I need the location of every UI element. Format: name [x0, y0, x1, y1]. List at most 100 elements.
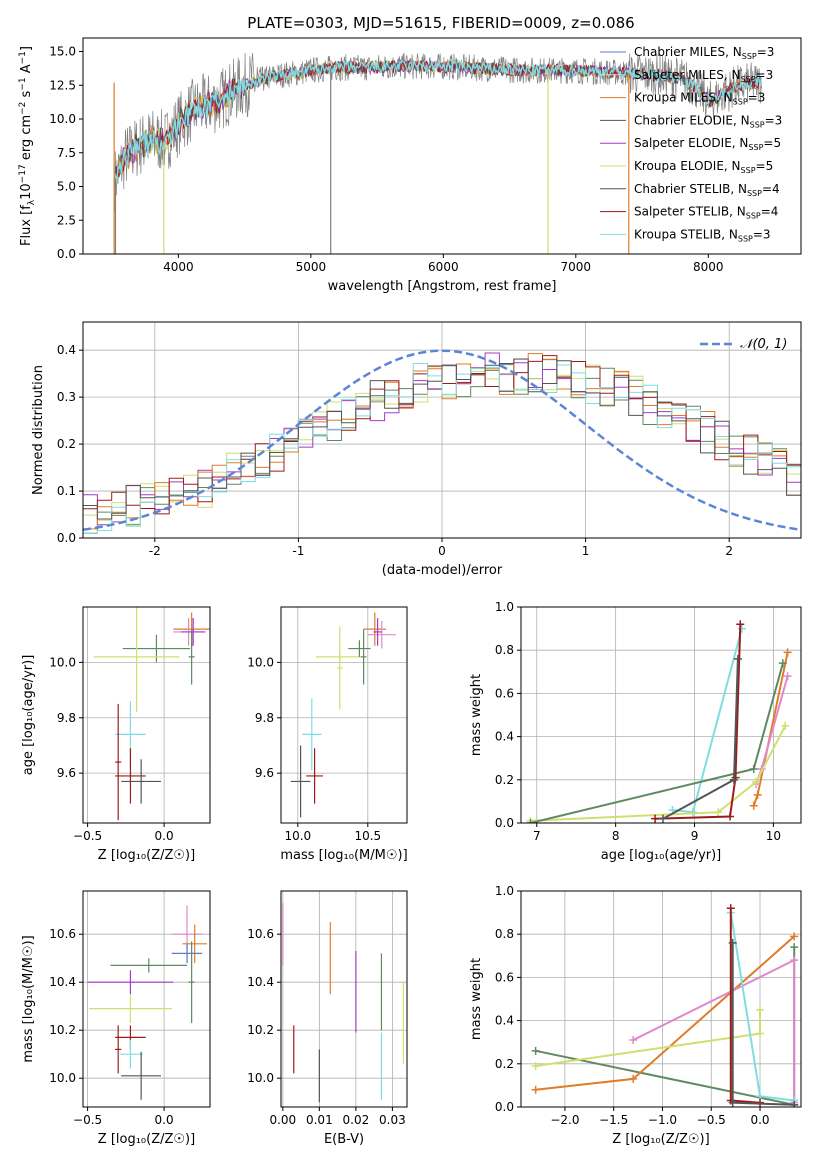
x-tick-label: 0.0	[155, 1113, 174, 1127]
y-tick-label: 0.1	[57, 484, 76, 498]
series-marker	[726, 812, 735, 821]
series-marker	[531, 1085, 540, 1094]
y-tick-label: 0.4	[495, 730, 514, 744]
x-tick-label: 1	[582, 544, 590, 558]
series-marker	[778, 659, 787, 668]
y-tick-label: 9.8	[57, 711, 76, 725]
y-tick-label: 2.5	[57, 213, 76, 227]
error-bar	[121, 759, 162, 804]
x-axis-label: wavelength [Angstrom, rest frame]	[328, 279, 557, 294]
series-chabrier_stelib	[728, 938, 799, 1107]
y-axis-label: Flux [fλ10−17 erg cm−2 s−1 A−1]	[18, 46, 37, 246]
y-tick-label: 9.8	[255, 711, 274, 725]
x-tick-label: 2	[725, 544, 733, 558]
error-bar	[348, 640, 371, 657]
y-axis-label: mass weight	[469, 958, 484, 1040]
y-tick-label: 0.6	[495, 970, 514, 984]
series-salpeter_stelib	[651, 620, 745, 823]
series-marker	[753, 790, 762, 799]
plot-area	[526, 620, 792, 823]
y-tick-label: 1.0	[495, 884, 514, 898]
panel-massweight_vs_age: 7 8 9 10 0.0 0.2 0.4 0.6 0.8 1.0 age [log₁₀(age/yr…	[469, 600, 802, 863]
y-tick-label: 10.6	[49, 927, 76, 941]
x-tick-label: 0.02	[343, 1113, 370, 1127]
y-tick-label: 0.2	[495, 1057, 514, 1071]
series-marker	[658, 814, 667, 823]
series-marker	[790, 1100, 799, 1107]
error-bar	[93, 607, 180, 713]
y-tick-label: 0.3	[57, 390, 76, 404]
error-bar	[302, 698, 322, 771]
series-marker	[756, 1005, 765, 1014]
x-tick-label: −1.0	[648, 1113, 677, 1127]
y-tick-label: 5.0	[57, 180, 76, 194]
error-bar	[290, 745, 311, 818]
y-tick-label: 0.0	[495, 1100, 514, 1114]
error-bar	[115, 703, 122, 821]
x-tick-label: −0.5	[697, 1113, 726, 1127]
plot-area	[531, 904, 799, 1107]
y-tick-label: 10.0	[49, 1071, 76, 1085]
series-chabrier_stelib	[658, 654, 742, 823]
x-tick-label: −1.5	[599, 1113, 628, 1127]
plot-area	[87, 905, 207, 1100]
histogram-step-chabrier_stelib	[83, 358, 801, 520]
legend-label: Chabrier ELODIE, NSSP=3	[634, 113, 782, 129]
y-tick-label: 10.0	[247, 1071, 274, 1085]
legend-label: Chabrier STELIB, NSSP=4	[634, 182, 780, 198]
chart-title: PLATE=0303, MJD=51615, FIBERID=0009, z=0…	[247, 14, 634, 32]
series-marker	[733, 654, 742, 663]
panel-age_vs_Z: −0.5 0.0 9.6 9.8 10.0 Z [log₁₀(Z/Z☉)] age [log…	[21, 606, 211, 863]
series-kroupa_elodie	[531, 1005, 765, 1070]
y-tick-label: 10.0	[247, 655, 274, 669]
error-bar	[306, 748, 323, 804]
legend-label: Kroupa MILES, NSSP=3	[634, 91, 765, 107]
x-tick-label: 9	[691, 829, 699, 843]
normal-curve	[83, 349, 801, 532]
x-tick-label: 0.00	[269, 1113, 296, 1127]
series-marker	[756, 1029, 765, 1038]
error-bar	[122, 634, 191, 663]
x-tick-label: −2.0	[550, 1113, 579, 1127]
x-axis-label: mass [log₁₀(M/M☉)]	[280, 848, 407, 863]
error-bar	[373, 618, 382, 646]
y-tick-label: 7.5	[57, 146, 76, 160]
panel-age_vs_mass: 10.0 10.5 9.6 9.8 10.0 mass [log₁₀(M/M☉)]	[247, 606, 408, 863]
plot-area	[83, 349, 801, 534]
series-marker	[790, 943, 799, 952]
series-marker	[749, 801, 758, 810]
series-marker	[783, 672, 792, 681]
series-marker	[790, 932, 799, 941]
x-tick-label: 10	[766, 829, 781, 843]
legend-label: Salpeter STELIB, NSSP=4	[634, 205, 778, 221]
series-marker	[526, 819, 535, 823]
legend-label: Kroupa STELIB, NSSP=3	[634, 227, 771, 243]
series-marker	[790, 956, 799, 965]
panel-residual_hist: -2 -1 0 1 2 0.0 0.1 0.2 0.3 0.4 (data-model)/error…	[31, 321, 802, 578]
x-tick-label: 0.01	[306, 1113, 333, 1127]
axes-frame	[520, 606, 802, 824]
series-marker	[688, 808, 697, 817]
error-bar	[171, 943, 203, 963]
y-tick-label: 10.0	[49, 112, 76, 126]
x-axis-label: Z [log₁₀(Z/Z☉)]	[98, 1132, 195, 1147]
plot-area	[282, 903, 404, 1103]
y-tick-label: 0.4	[495, 1014, 514, 1028]
x-tick-label: 5000	[296, 260, 327, 274]
series-kroupa_miles	[749, 648, 792, 810]
axes-frame	[280, 890, 408, 1108]
y-tick-label: 12.5	[49, 78, 76, 92]
y-tick-label: 0.0	[57, 247, 76, 261]
error-bar	[115, 1025, 122, 1074]
error-bar	[89, 994, 172, 1023]
series-kroupa_miles	[531, 932, 799, 1094]
panel-spectrum: PLATE=0303, MJD=51615, FIBERID=0009, z=0…	[18, 14, 802, 294]
plot-area	[113, 52, 762, 254]
series-marker	[728, 938, 737, 947]
x-tick-label: 8	[612, 829, 620, 843]
series-marker	[651, 814, 660, 823]
legend-label: 𝒩(0, 1)	[740, 337, 787, 352]
x-tick-label: 8000	[693, 260, 724, 274]
axes-frame	[82, 890, 211, 1108]
